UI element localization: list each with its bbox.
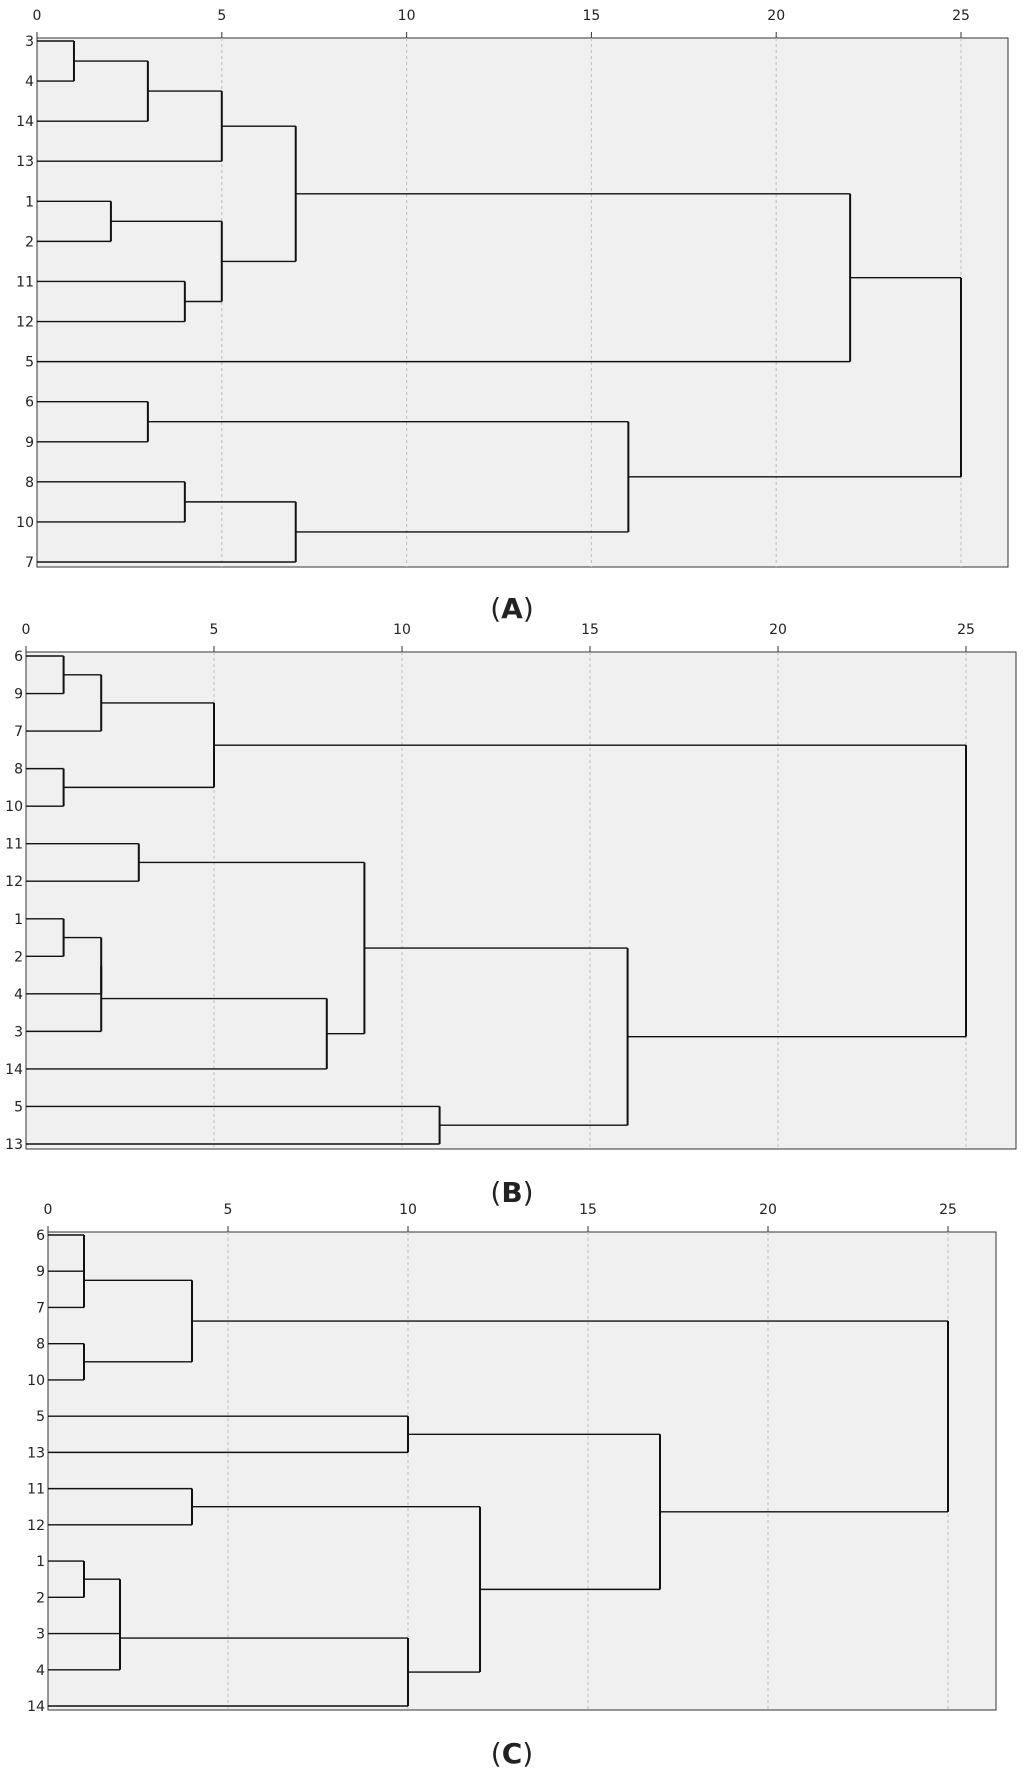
leaf-label: 5 xyxy=(25,355,34,371)
leaf-label: 2 xyxy=(36,1590,45,1606)
leaf-label: 10 xyxy=(27,1373,45,1389)
x-tick-label: 15 xyxy=(582,8,600,24)
panel-letter: B xyxy=(501,1176,522,1209)
x-tick-label: 0 xyxy=(44,1202,53,1218)
x-tick-label: 15 xyxy=(579,1202,597,1218)
dendrogram-links xyxy=(37,40,962,563)
leaf-label: 9 xyxy=(36,1264,45,1280)
plot-area xyxy=(36,37,1009,568)
leaf-label: 5 xyxy=(36,1409,45,1425)
panel-caption: (A) xyxy=(490,592,534,625)
leaf-label: 6 xyxy=(14,649,23,665)
leaf-label: 1 xyxy=(36,1554,45,1570)
panel-letter: A xyxy=(501,592,523,625)
x-tick-label: 10 xyxy=(398,8,416,24)
leaf-label: 4 xyxy=(25,74,34,90)
leaf-label: 9 xyxy=(25,435,34,451)
dendrogram-links xyxy=(26,655,967,1145)
leaf-label: 3 xyxy=(14,1024,23,1040)
leaf-label: 12 xyxy=(27,1518,45,1534)
x-tick-label: 25 xyxy=(952,8,970,24)
panel-caption: (C) xyxy=(491,1737,533,1770)
leaf-label: 10 xyxy=(16,515,34,531)
leaf-label: 13 xyxy=(16,154,34,170)
x-tick-label: 25 xyxy=(939,1202,957,1218)
leaf-label: 8 xyxy=(25,475,34,491)
leaf-label: 7 xyxy=(25,555,34,571)
leaf-label: 3 xyxy=(36,1627,45,1643)
x-tick-label: 20 xyxy=(769,622,787,638)
leaf-label: 13 xyxy=(5,1137,23,1153)
leaf-label: 1 xyxy=(14,912,23,928)
leaf-label: 6 xyxy=(25,395,34,411)
leaf-label: 7 xyxy=(36,1300,45,1316)
leaf-label: 8 xyxy=(36,1337,45,1353)
dendrogram-links xyxy=(48,1234,949,1707)
leaf-label: 14 xyxy=(27,1699,45,1715)
x-tick-label: 15 xyxy=(581,622,599,638)
leaf-label: 13 xyxy=(27,1445,45,1461)
leaf-label: 2 xyxy=(25,234,34,250)
leaf-label: 11 xyxy=(27,1482,45,1498)
leaf-label: 2 xyxy=(14,949,23,965)
leaf-label: 7 xyxy=(14,724,23,740)
leaf-label: 4 xyxy=(14,987,23,1003)
leaf-label: 5 xyxy=(14,1099,23,1115)
leaf-label: 8 xyxy=(14,762,23,778)
leaf-label: 14 xyxy=(5,1062,23,1078)
x-tick-label: 5 xyxy=(224,1202,233,1218)
x-tick-label: 20 xyxy=(767,8,785,24)
x-tick-label: 25 xyxy=(957,622,975,638)
x-tick-label: 5 xyxy=(210,622,219,638)
leaf-label: 14 xyxy=(16,114,34,130)
leaf-label: 4 xyxy=(36,1663,45,1679)
leaf-label: 9 xyxy=(14,687,23,703)
plot-area xyxy=(47,1231,997,1711)
x-tick-label: 20 xyxy=(759,1202,777,1218)
leaf-label: 11 xyxy=(5,837,23,853)
x-tick-label: 5 xyxy=(217,8,226,24)
x-tick-label: 10 xyxy=(393,622,411,638)
panel-letter: C xyxy=(502,1737,523,1770)
x-tick-label: 0 xyxy=(22,622,31,638)
leaf-label: 3 xyxy=(25,34,34,50)
leaf-label: 6 xyxy=(36,1228,45,1244)
leaf-label: 12 xyxy=(16,315,34,331)
leaf-label: 10 xyxy=(5,799,23,815)
leaf-label: 12 xyxy=(5,874,23,890)
leaf-label: 11 xyxy=(16,274,34,290)
plot-area xyxy=(25,651,1017,1150)
leaf-label: 1 xyxy=(25,194,34,210)
panel-caption: (B) xyxy=(490,1176,533,1209)
x-tick-label: 10 xyxy=(399,1202,417,1218)
x-tick-label: 0 xyxy=(33,8,42,24)
